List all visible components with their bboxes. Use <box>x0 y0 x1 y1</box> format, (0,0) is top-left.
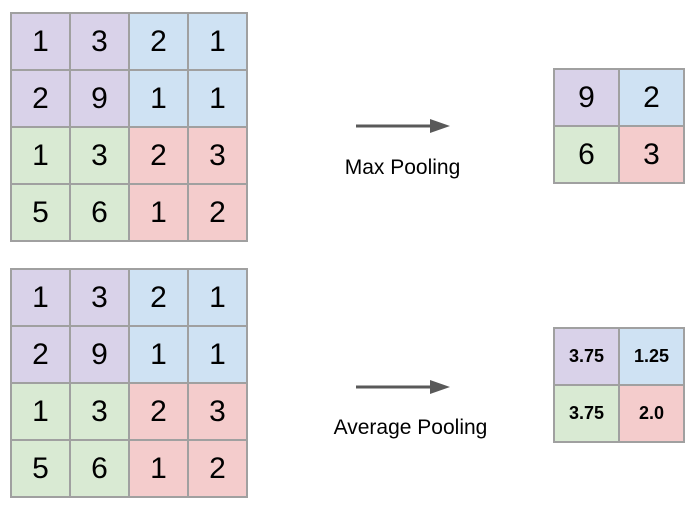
matrix-cell: 3 <box>71 270 128 325</box>
matrix-cell: 6 <box>71 441 128 496</box>
matrix-cell: 1 <box>130 185 187 240</box>
matrix-cell: 2 <box>130 128 187 183</box>
matrix-cell: 9 <box>71 71 128 126</box>
matrix-cell: 2 <box>189 185 246 240</box>
matrix-cell: 5 <box>12 441 69 496</box>
matrix-cell: 1 <box>12 14 69 69</box>
matrix-cell: 1 <box>189 327 246 382</box>
matrix-cell: 3.75 <box>555 386 618 441</box>
matrix-cell: 3 <box>620 127 683 182</box>
arrow-right-icon <box>356 119 450 133</box>
matrix-cell: 9 <box>555 70 618 125</box>
matrix-cell: 2 <box>130 270 187 325</box>
max-pooling-label: Max Pooling <box>344 156 461 179</box>
matrix-cell: 5 <box>12 185 69 240</box>
matrix-cell: 1 <box>130 71 187 126</box>
matrix-cell: 1 <box>12 384 69 439</box>
max-pooling-output-matrix: 9 2 6 3 <box>553 68 685 184</box>
matrix-cell: 3.75 <box>555 329 618 384</box>
matrix-cell: 1 <box>189 71 246 126</box>
matrix-cell: 2 <box>189 441 246 496</box>
matrix-cell: 2 <box>12 71 69 126</box>
matrix-cell: 1 <box>12 270 69 325</box>
matrix-cell: 6 <box>71 185 128 240</box>
matrix-cell: 2 <box>130 384 187 439</box>
matrix-cell: 1.25 <box>620 329 683 384</box>
average-pooling-input-matrix: 1 3 2 1 2 9 1 1 1 3 2 3 5 6 1 2 <box>10 268 248 498</box>
matrix-cell: 9 <box>71 327 128 382</box>
average-pooling-label: Average Pooling <box>333 416 488 439</box>
matrix-cell: 3 <box>71 128 128 183</box>
matrix-cell: 1 <box>12 128 69 183</box>
matrix-cell: 3 <box>189 128 246 183</box>
matrix-cell: 2.0 <box>620 386 683 441</box>
matrix-cell: 6 <box>555 127 618 182</box>
max-pooling-input-matrix: 1 3 2 1 2 9 1 1 1 3 2 3 5 6 1 2 <box>10 12 248 242</box>
matrix-cell: 2 <box>620 70 683 125</box>
matrix-cell: 3 <box>189 384 246 439</box>
matrix-cell: 3 <box>71 14 128 69</box>
matrix-cell: 1 <box>130 327 187 382</box>
matrix-cell: 2 <box>12 327 69 382</box>
matrix-cell: 3 <box>71 384 128 439</box>
matrix-cell: 2 <box>130 14 187 69</box>
matrix-cell: 1 <box>189 14 246 69</box>
average-pooling-output-matrix: 3.75 1.25 3.75 2.0 <box>553 327 685 443</box>
matrix-cell: 1 <box>130 441 187 496</box>
matrix-cell: 1 <box>189 270 246 325</box>
arrow-right-icon <box>356 380 450 394</box>
